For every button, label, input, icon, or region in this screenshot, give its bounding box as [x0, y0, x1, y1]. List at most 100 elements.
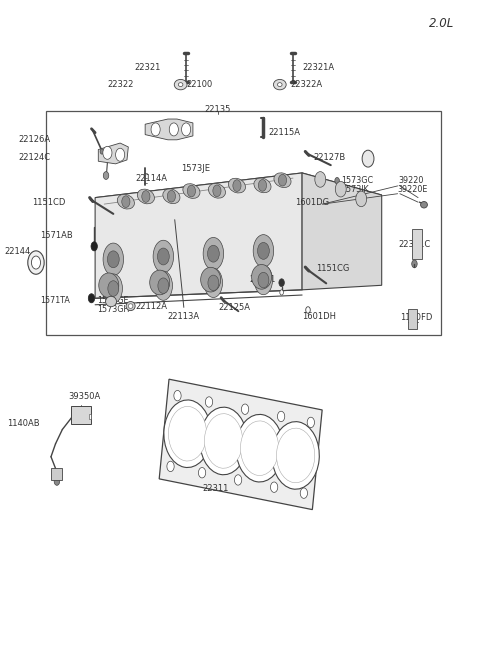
Ellipse shape: [150, 270, 170, 295]
Ellipse shape: [274, 173, 291, 187]
Circle shape: [122, 196, 130, 208]
Ellipse shape: [106, 296, 117, 307]
Text: 22114A: 22114A: [135, 174, 167, 183]
Polygon shape: [95, 173, 382, 219]
Text: 22322: 22322: [108, 80, 134, 89]
Circle shape: [271, 482, 278, 493]
Circle shape: [108, 251, 119, 268]
Text: 1140AB: 1140AB: [7, 419, 40, 428]
Bar: [46, 111, 441, 335]
Ellipse shape: [104, 274, 122, 303]
Circle shape: [233, 179, 241, 191]
Polygon shape: [89, 414, 91, 419]
Circle shape: [142, 191, 150, 202]
Circle shape: [258, 179, 266, 191]
Circle shape: [168, 407, 206, 461]
Circle shape: [307, 417, 314, 428]
Text: 1140FD: 1140FD: [400, 313, 432, 322]
Text: 22112A: 22112A: [135, 301, 167, 310]
Polygon shape: [145, 119, 193, 140]
Text: 1601DG: 1601DG: [295, 198, 329, 207]
Ellipse shape: [126, 301, 135, 310]
Ellipse shape: [228, 178, 245, 193]
Text: 22144: 22144: [4, 247, 31, 256]
Circle shape: [208, 275, 219, 291]
Circle shape: [207, 245, 219, 262]
Circle shape: [410, 321, 415, 328]
Circle shape: [198, 468, 206, 478]
Circle shape: [116, 148, 125, 161]
Text: 22321A: 22321A: [302, 64, 334, 72]
Circle shape: [31, 256, 40, 269]
Circle shape: [151, 123, 160, 136]
Circle shape: [54, 477, 60, 485]
Circle shape: [200, 407, 247, 475]
Circle shape: [236, 415, 283, 482]
Text: 22131: 22131: [250, 275, 276, 284]
Circle shape: [315, 172, 326, 187]
Circle shape: [280, 290, 283, 295]
Circle shape: [28, 251, 44, 274]
Text: 22115A: 22115A: [268, 128, 300, 137]
Polygon shape: [98, 143, 128, 164]
Circle shape: [158, 278, 169, 293]
Circle shape: [88, 293, 95, 303]
Circle shape: [356, 191, 367, 207]
Ellipse shape: [137, 189, 155, 204]
Ellipse shape: [153, 240, 174, 272]
Circle shape: [205, 397, 213, 407]
Ellipse shape: [203, 238, 224, 270]
Ellipse shape: [253, 234, 274, 267]
Circle shape: [258, 272, 269, 288]
Text: 1571TA: 1571TA: [40, 296, 70, 305]
Circle shape: [91, 242, 97, 251]
Text: 22100: 22100: [186, 80, 212, 89]
Polygon shape: [95, 173, 302, 298]
Circle shape: [181, 123, 191, 136]
Ellipse shape: [254, 178, 271, 193]
Circle shape: [414, 231, 420, 240]
Ellipse shape: [208, 183, 226, 198]
Ellipse shape: [420, 202, 427, 208]
Circle shape: [414, 248, 420, 257]
Text: 22127B: 22127B: [313, 153, 346, 162]
Text: 22321: 22321: [135, 64, 161, 72]
Ellipse shape: [254, 265, 273, 295]
Circle shape: [204, 414, 243, 468]
Text: 1601DH: 1601DH: [302, 312, 336, 321]
Text: 22135: 22135: [205, 105, 231, 114]
Text: 39350A: 39350A: [68, 392, 100, 402]
Circle shape: [157, 248, 169, 265]
Text: 1573GC: 1573GC: [341, 176, 373, 185]
Text: 22124C: 22124C: [18, 153, 50, 162]
Circle shape: [412, 260, 417, 268]
Circle shape: [100, 149, 104, 154]
Ellipse shape: [103, 243, 123, 276]
Text: 22113A: 22113A: [167, 312, 199, 321]
Ellipse shape: [99, 273, 119, 297]
FancyBboxPatch shape: [159, 379, 322, 510]
Circle shape: [108, 281, 119, 296]
Circle shape: [213, 185, 221, 196]
Text: 22341C: 22341C: [398, 240, 431, 249]
Circle shape: [362, 150, 374, 167]
Circle shape: [103, 146, 112, 159]
Circle shape: [278, 174, 287, 186]
Circle shape: [300, 488, 308, 498]
Circle shape: [164, 400, 211, 468]
Circle shape: [234, 475, 242, 485]
Ellipse shape: [154, 271, 172, 301]
Circle shape: [410, 311, 415, 318]
Text: 22126A: 22126A: [18, 136, 50, 144]
Text: 1573GH: 1573GH: [97, 305, 130, 314]
Circle shape: [168, 191, 176, 202]
Text: 1151CD: 1151CD: [32, 198, 66, 207]
Bar: [51, 468, 62, 480]
Ellipse shape: [163, 189, 180, 204]
Text: 22129: 22129: [157, 128, 183, 136]
Text: 1573GE: 1573GE: [97, 296, 129, 305]
Ellipse shape: [128, 304, 133, 309]
Ellipse shape: [174, 79, 187, 90]
Circle shape: [241, 404, 249, 415]
Text: 1151CG: 1151CG: [316, 264, 349, 273]
